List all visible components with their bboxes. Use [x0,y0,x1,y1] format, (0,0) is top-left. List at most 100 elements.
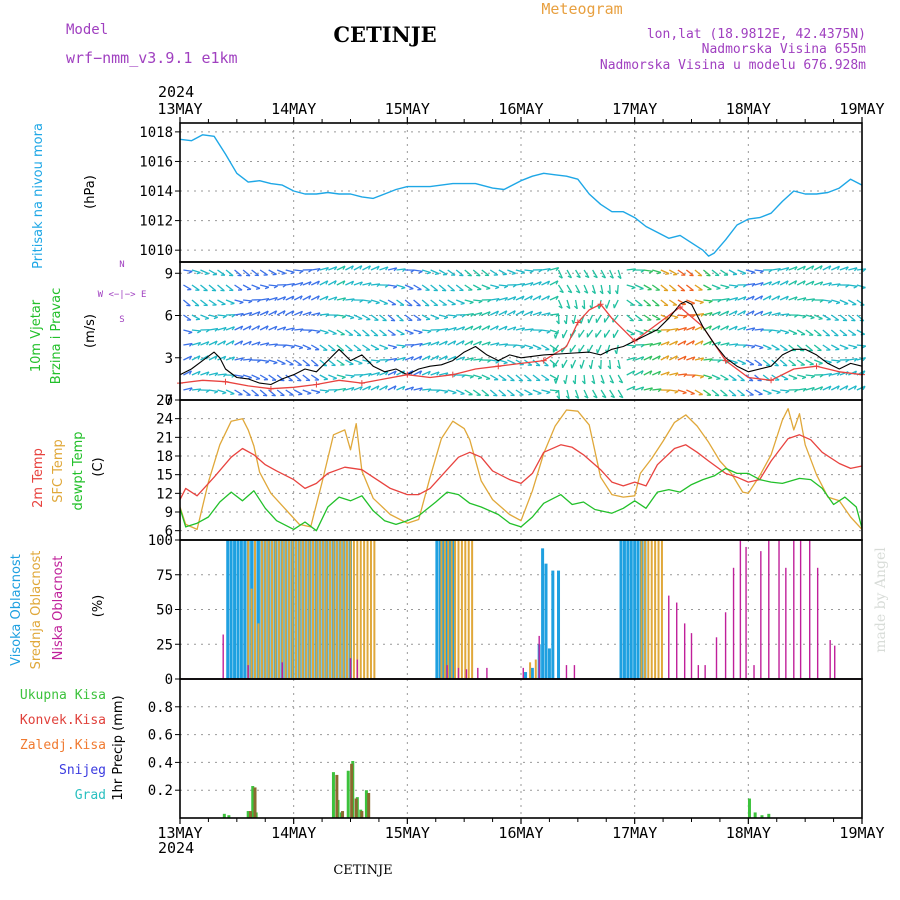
cloud-bar-srednja-oblacnost [467,540,470,679]
wind-arrow-head [223,355,227,361]
wind-arrow-head [196,271,201,275]
wind-arrow-head [469,301,474,305]
wind-arrow [626,284,636,289]
wind-arrow-head [640,370,644,375]
wind-arrow [626,329,635,335]
footer-station: CETINJE [333,863,392,878]
wind-arrow-head [776,330,781,334]
cloud-bar-srednja-oblacnost [352,540,355,679]
wind-arrow-head [443,316,449,320]
wind-arrow [822,299,832,302]
wind-gust-marker [540,357,547,364]
wind-arrow [234,325,243,331]
wind-arrow [259,374,269,381]
wind-arrow-head [793,314,799,318]
wind-arrow [762,344,772,350]
wind-arrow-head [853,358,858,362]
cloud-bar-niska-oblacnost [829,640,831,679]
wind-arrow-head [631,345,636,349]
wind-arrow-head [682,315,688,319]
cloud-bar-visoka-oblacnost [530,667,534,679]
wind-arrow [754,281,764,286]
wind-arrow-head [385,371,389,376]
wind-arrow-head [255,287,261,290]
wind-arrow [387,284,398,288]
wind-arrow [379,371,389,376]
wind-arrow [438,284,447,292]
wind-arrow [234,269,242,277]
wind-arrow-head [610,395,615,399]
wind-arrow [319,374,329,380]
y-tick-label-temperature: 18 [156,449,173,465]
compass-n: N [119,260,124,270]
cloud-bar-srednja-oblacnost [339,540,342,679]
cloud-bar-srednja-oblacnost [443,540,446,679]
wind-arrow-head [367,385,372,390]
sfc-temp-line [179,408,863,531]
wind-arrow [473,374,483,379]
wind-arrow [439,327,449,331]
wind-arrow-head [802,315,807,319]
wind-arrow [362,359,372,363]
wind-arrow [464,357,474,361]
cloud-bar-niska-oblacnost [732,567,735,679]
wind-arrow [302,295,311,301]
precip-total-label: Ukupna Kisa [20,688,106,703]
wind-arrow [651,299,660,307]
wind-arrow [720,325,729,331]
wind-arrow-head [743,310,747,315]
wind-arrow [720,374,729,381]
wind-arrow [643,370,653,376]
wind-arrow-head [444,355,448,360]
wind-arrow-head [632,268,637,273]
wind-arrow [728,359,738,364]
cloud-bar-srednja-oblacnost [657,540,660,679]
wind-arrow [590,359,594,369]
wind-arrow [669,269,678,276]
wind-arrow [472,284,482,290]
wind-arrow [566,389,570,399]
wind-arrow [302,311,312,316]
wind-arrow [345,298,355,301]
wind-arrow-head [828,385,832,390]
wind-arrow-head [281,272,286,275]
wind-arrow [847,329,857,336]
wind-arrow-head [461,326,466,331]
wind-arrow-head [213,390,219,394]
wind-arrow [549,313,559,316]
wind-arrow-head [794,280,798,285]
wind-arrow [276,326,286,331]
wind-arrow [694,374,704,378]
wind-arrow [507,310,516,316]
cloud-bar-niska-oblacnost [816,567,819,679]
wind-arrow-head [410,386,415,391]
wind-arrow-head [708,325,712,330]
wind-arrow [353,265,363,271]
wind-arrow [541,389,551,393]
wind-arrow-head [308,269,313,273]
wind-arrow-head [307,392,312,395]
cloud-bar-niska-oblacnost [486,667,488,679]
y-tick-label-pressure: 1012 [139,214,173,230]
wind-arrow-head [601,395,607,399]
wind-arrow-head [383,303,388,306]
wind-arrow [464,374,474,378]
wind-arrow-head [618,380,623,384]
wind-arrow [771,329,781,333]
cloud-bar-srednja-oblacnost [654,540,657,679]
wind-arrow [549,374,559,380]
wind-arrow-head [742,284,747,288]
wind-gust-marker [449,371,456,378]
wind-arrow [651,284,661,291]
y-tick-label-precipitation: 0.6 [148,728,173,744]
wind-arrow [572,314,577,324]
wind-arrow [362,299,372,303]
cloud-bar-niska-oblacnost [349,658,352,679]
wind-arrow-head [383,347,388,350]
wind-arrow [609,374,615,384]
wind-arrow [541,329,551,333]
wind-arrow [831,385,840,391]
wind-arrow [251,269,260,277]
wind-arrow [311,280,320,286]
wind-arrow-head [777,268,781,272]
